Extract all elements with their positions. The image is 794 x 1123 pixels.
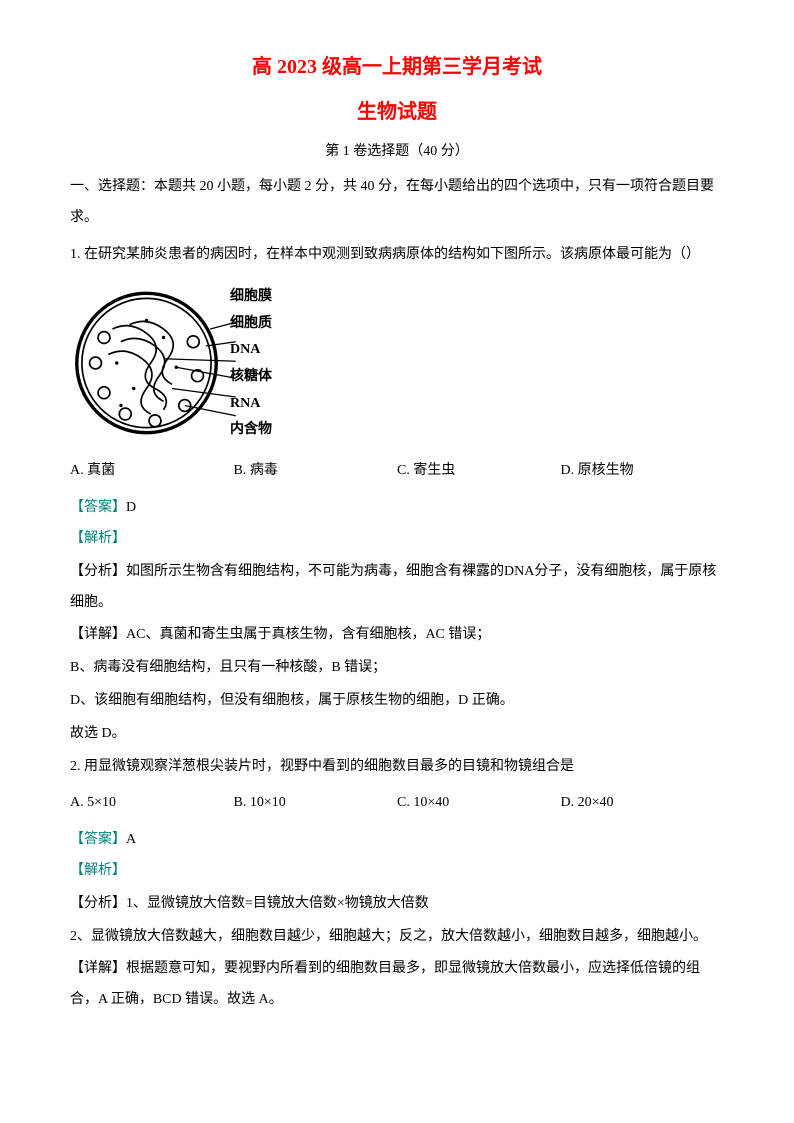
option-2b: B. 10×10 <box>234 788 398 819</box>
analysis-1-p1: 【分析】如图所示生物含有细胞结构，不可能为病毒，细胞含有裸露的DNA分子，没有细… <box>70 557 724 619</box>
option-2c: C. 10×40 <box>397 788 561 819</box>
diagram-labels: 细胞膜 细胞质 DNA 核糖体 RNA 内含物 <box>230 283 272 443</box>
question-2-text: 2. 用显微镜观察洋葱根尖装片时，视野中看到的细胞数目最多的目镜和物镜组合是 <box>70 752 724 783</box>
question-2-options: A. 5×10 B. 10×10 C. 10×40 D. 20×40 <box>70 788 724 819</box>
answer-1-label: 【答案】 <box>70 500 126 515</box>
option-2d: D. 20×40 <box>561 788 725 819</box>
answer-2: 【答案】A <box>70 825 724 856</box>
section-header: 第 1 卷选择题（40 分） <box>70 140 724 160</box>
option-b: B. 病毒 <box>234 456 398 487</box>
answer-1: 【答案】D <box>70 493 724 524</box>
analysis-2-p1: 【分析】1、显微镜放大倍数=目镜放大倍数×物镜放大倍数 <box>70 889 724 920</box>
cell-diagram-container: 细胞膜 细胞质 DNA 核糖体 RNA 内含物 <box>70 278 724 448</box>
sub-title: 生物试题 <box>70 95 724 124</box>
option-a: A. 真菌 <box>70 456 234 487</box>
instruction-text: 一、选择题：本题共 20 小题，每小题 2 分，共 40 分，在每小题给出的四个… <box>70 172 724 234</box>
answer-2-value: A <box>126 832 136 847</box>
question-1-options: A. 真菌 B. 病毒 C. 寄生虫 D. 原核生物 <box>70 456 724 487</box>
analysis-2-p2: 2、显微镜放大倍数越大，细胞数目越少，细胞越大；反之，放大倍数越小，细胞数目越多… <box>70 922 724 953</box>
cell-diagram-icon <box>70 278 240 448</box>
question-1-text: 1. 在研究某肺炎患者的病因时，在样本中观测到致病病原体的结构如下图所示。该病原… <box>70 240 724 271</box>
label-rna: RNA <box>230 394 272 414</box>
label-ribosome: 核糖体 <box>230 367 272 387</box>
label-membrane: 细胞膜 <box>230 287 272 307</box>
detail-1-p3: D、该细胞有细胞结构，但没有细胞核，属于原核生物的细胞，D 正确。 <box>70 686 724 717</box>
main-title: 高 2023 级高一上期第三学月考试 <box>70 50 724 79</box>
option-c: C. 寄生虫 <box>397 456 561 487</box>
detail-1-p2: B、病毒没有细胞结构，且只有一种核酸，B 错误； <box>70 653 724 684</box>
analysis-2-label: 【解析】 <box>70 856 724 887</box>
answer-1-value: D <box>126 500 136 515</box>
detail-2-p1: 【详解】根据题意可知，要视野内所看到的细胞数目最多，即显微镜放大倍数最小，应选择… <box>70 954 724 1016</box>
option-d: D. 原核生物 <box>561 456 725 487</box>
label-inclusion: 内含物 <box>230 420 272 440</box>
label-dna: DNA <box>230 340 272 360</box>
analysis-1-label: 【解析】 <box>70 524 724 555</box>
detail-1-p4: 故选 D。 <box>70 719 724 750</box>
detail-1-p1: 【详解】AC、真菌和寄生虫属于真核生物，含有细胞核，AC 错误； <box>70 620 724 651</box>
label-cytoplasm: 细胞质 <box>230 314 272 334</box>
option-2a: A. 5×10 <box>70 788 234 819</box>
answer-2-label: 【答案】 <box>70 832 126 847</box>
